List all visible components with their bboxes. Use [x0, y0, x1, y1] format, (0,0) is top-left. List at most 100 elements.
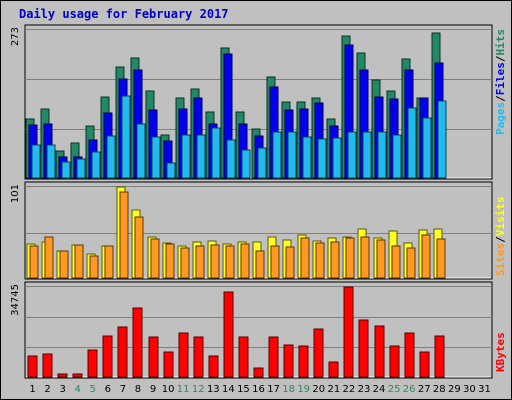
- bar-sites-day-24: [376, 239, 386, 279]
- legend-pages: Pages: [494, 102, 507, 135]
- y-max-label-visits-sites: 101: [10, 184, 21, 203]
- x-tick-day-20: 20: [312, 384, 325, 395]
- bar-pages-day-10: [166, 162, 176, 179]
- bar-kbytes-day-15: [238, 336, 249, 378]
- x-tick-day-31: 31: [478, 384, 491, 395]
- bar-pages-day-23: [362, 131, 372, 179]
- bar-kbytes-day-14: [223, 291, 234, 378]
- bar-sites-day-17: [270, 245, 280, 279]
- legend-visits-sites: Sites/Visits: [494, 197, 507, 277]
- bar-sites-day-22: [345, 237, 355, 279]
- bar-pages-day-17: [272, 131, 282, 179]
- legend-kbytes: KBytes: [494, 332, 507, 372]
- legend-visits: Visits: [494, 197, 507, 237]
- x-tick-day-6: 6: [105, 384, 111, 395]
- bar-kbytes-day-7: [117, 326, 128, 378]
- bar-pages-day-13: [211, 127, 221, 179]
- bar-kbytes-day-17: [268, 336, 279, 378]
- legend-sites: Sites: [494, 243, 507, 276]
- bar-sites-day-6: [104, 245, 114, 279]
- bar-sites-day-9: [150, 238, 160, 279]
- bar-sites-day-28: [436, 238, 446, 279]
- x-tick-day-29: 29: [448, 384, 461, 395]
- bar-pages-day-21: [332, 137, 342, 179]
- bar-kbytes-day-19: [298, 345, 309, 378]
- bar-pages-day-6: [106, 135, 116, 179]
- bar-pages-day-24: [377, 131, 387, 179]
- legend-hits-files-pages: Pages/Files/Hits: [494, 29, 507, 135]
- bar-pages-day-19: [302, 136, 312, 179]
- bar-pages-day-18: [287, 131, 297, 179]
- bar-sites-day-16: [255, 250, 265, 279]
- bar-kbytes-day-22: [343, 286, 354, 378]
- bar-kbytes-day-27: [419, 351, 430, 378]
- bar-pages-day-11: [181, 134, 191, 179]
- bar-sites-day-4: [74, 244, 84, 279]
- bar-kbytes-day-16: [253, 367, 264, 378]
- chart-title: Daily usage for February 2017: [19, 7, 229, 21]
- bar-sites-day-23: [360, 236, 370, 279]
- bar-sites-day-26: [406, 247, 416, 279]
- bar-kbytes-day-1: [27, 355, 38, 378]
- x-tick-day-17: 17: [267, 384, 280, 395]
- legend-separator: /: [494, 95, 507, 102]
- bar-kbytes-day-4: [72, 373, 83, 378]
- bar-sites-day-7: [119, 191, 129, 279]
- bar-pages-day-26: [407, 107, 417, 179]
- x-tick-day-19: 19: [297, 384, 310, 395]
- x-tick-day-26: 26: [403, 384, 416, 395]
- x-tick-day-30: 30: [463, 384, 476, 395]
- x-tick-day-10: 10: [162, 384, 175, 395]
- bar-sites-day-5: [89, 255, 99, 279]
- bar-pages-day-27: [422, 117, 432, 179]
- bar-kbytes-day-2: [42, 353, 53, 378]
- bar-sites-day-21: [330, 241, 340, 279]
- legend-kbytes: KBytes: [494, 332, 507, 372]
- x-tick-day-18: 18: [282, 384, 295, 395]
- bar-kbytes-day-24: [374, 325, 385, 378]
- x-tick-day-22: 22: [343, 384, 356, 395]
- bar-kbytes-day-11: [178, 332, 189, 378]
- x-tick-day-15: 15: [237, 384, 250, 395]
- x-tick-day-14: 14: [222, 384, 235, 395]
- bar-kbytes-day-5: [87, 349, 98, 378]
- bar-kbytes-day-26: [404, 332, 415, 378]
- bar-kbytes-day-3: [57, 373, 68, 378]
- legend-hits: Hits: [494, 29, 507, 56]
- bar-kbytes-day-12: [193, 336, 204, 378]
- bar-pages-day-22: [347, 131, 357, 179]
- bar-sites-day-10: [165, 243, 175, 279]
- bar-sites-day-27: [421, 234, 431, 279]
- y-max-label-hits-files-pages: 273: [10, 27, 21, 46]
- x-tick-day-3: 3: [59, 384, 65, 395]
- x-tick-day-21: 21: [327, 384, 340, 395]
- x-tick-day-12: 12: [192, 384, 205, 395]
- bar-sites-day-18: [285, 246, 295, 279]
- bar-pages-day-20: [317, 138, 327, 179]
- x-tick-day-5: 5: [90, 384, 96, 395]
- bar-sites-day-15: [240, 243, 250, 279]
- bar-sites-day-2: [44, 236, 54, 279]
- x-tick-day-28: 28: [433, 384, 446, 395]
- bar-kbytes-day-9: [148, 336, 159, 378]
- bar-kbytes-day-6: [102, 335, 113, 378]
- bar-sites-day-13: [210, 244, 220, 279]
- bar-kbytes-day-21: [328, 361, 339, 378]
- bar-sites-day-8: [134, 216, 144, 279]
- x-tick-day-23: 23: [358, 384, 371, 395]
- bar-pages-day-1: [31, 144, 41, 179]
- legend-files: Files: [494, 62, 507, 95]
- bar-sites-day-14: [225, 245, 235, 279]
- bar-kbytes-day-25: [389, 345, 400, 378]
- x-tick-day-9: 9: [150, 384, 156, 395]
- bar-kbytes-day-10: [163, 351, 174, 378]
- bar-pages-day-2: [46, 144, 56, 179]
- bar-sites-day-12: [195, 245, 205, 279]
- bar-pages-day-7: [121, 95, 131, 179]
- x-tick-day-24: 24: [373, 384, 386, 395]
- x-tick-day-4: 4: [75, 384, 81, 395]
- bar-pages-day-5: [91, 151, 101, 179]
- x-tick-day-7: 7: [120, 384, 126, 395]
- bar-pages-day-16: [257, 147, 267, 179]
